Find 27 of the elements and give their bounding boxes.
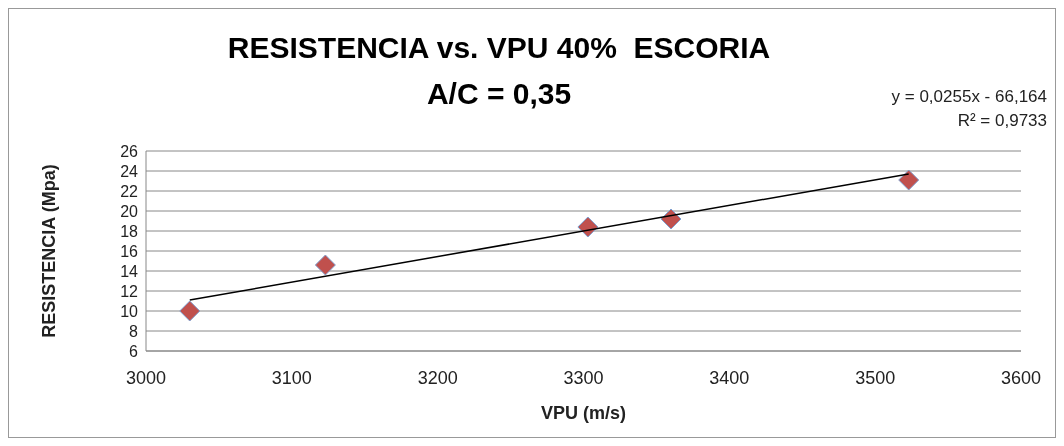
chart-subtitle: A/C = 0,35 xyxy=(426,77,572,110)
y-tick-label: 8 xyxy=(129,322,139,340)
y-tick-label: 26 xyxy=(120,142,139,160)
y-tick-label: 22 xyxy=(120,182,139,200)
y-tick-label: 16 xyxy=(120,242,139,260)
y-axis-title: RESISTENCIA (Mpa) xyxy=(39,164,60,338)
x-tick-label: 3100 xyxy=(271,367,312,388)
text: y = 0,0255x - 66,164 xyxy=(891,87,1047,107)
x-axis-title: VPU (m/s) xyxy=(540,403,627,423)
y-tick-label: 14 xyxy=(120,262,139,280)
y-tick-label: 12 xyxy=(120,282,139,300)
point xyxy=(898,169,920,191)
y-tick-label: 20 xyxy=(120,202,139,220)
x-tick-label: 3600 xyxy=(1000,367,1042,388)
x-tick-label: 3000 xyxy=(125,367,167,388)
x-tick-label: 3200 xyxy=(417,367,458,388)
point xyxy=(314,254,336,276)
x-tick-label: 3500 xyxy=(855,367,896,388)
y-tick-label: 18 xyxy=(120,222,139,240)
y-tick-label: 6 xyxy=(129,342,139,360)
text: R² = 0,9733 xyxy=(957,111,1047,131)
x-tick-label: 3400 xyxy=(709,367,750,388)
x-tick-label: 3300 xyxy=(563,367,604,388)
y-tick-label: 10 xyxy=(120,302,139,320)
y-tick-label: 24 xyxy=(120,162,139,180)
point xyxy=(179,300,201,322)
chart-title: RESISTENCIA vs. VPU 40% ESCORIA xyxy=(226,31,772,65)
